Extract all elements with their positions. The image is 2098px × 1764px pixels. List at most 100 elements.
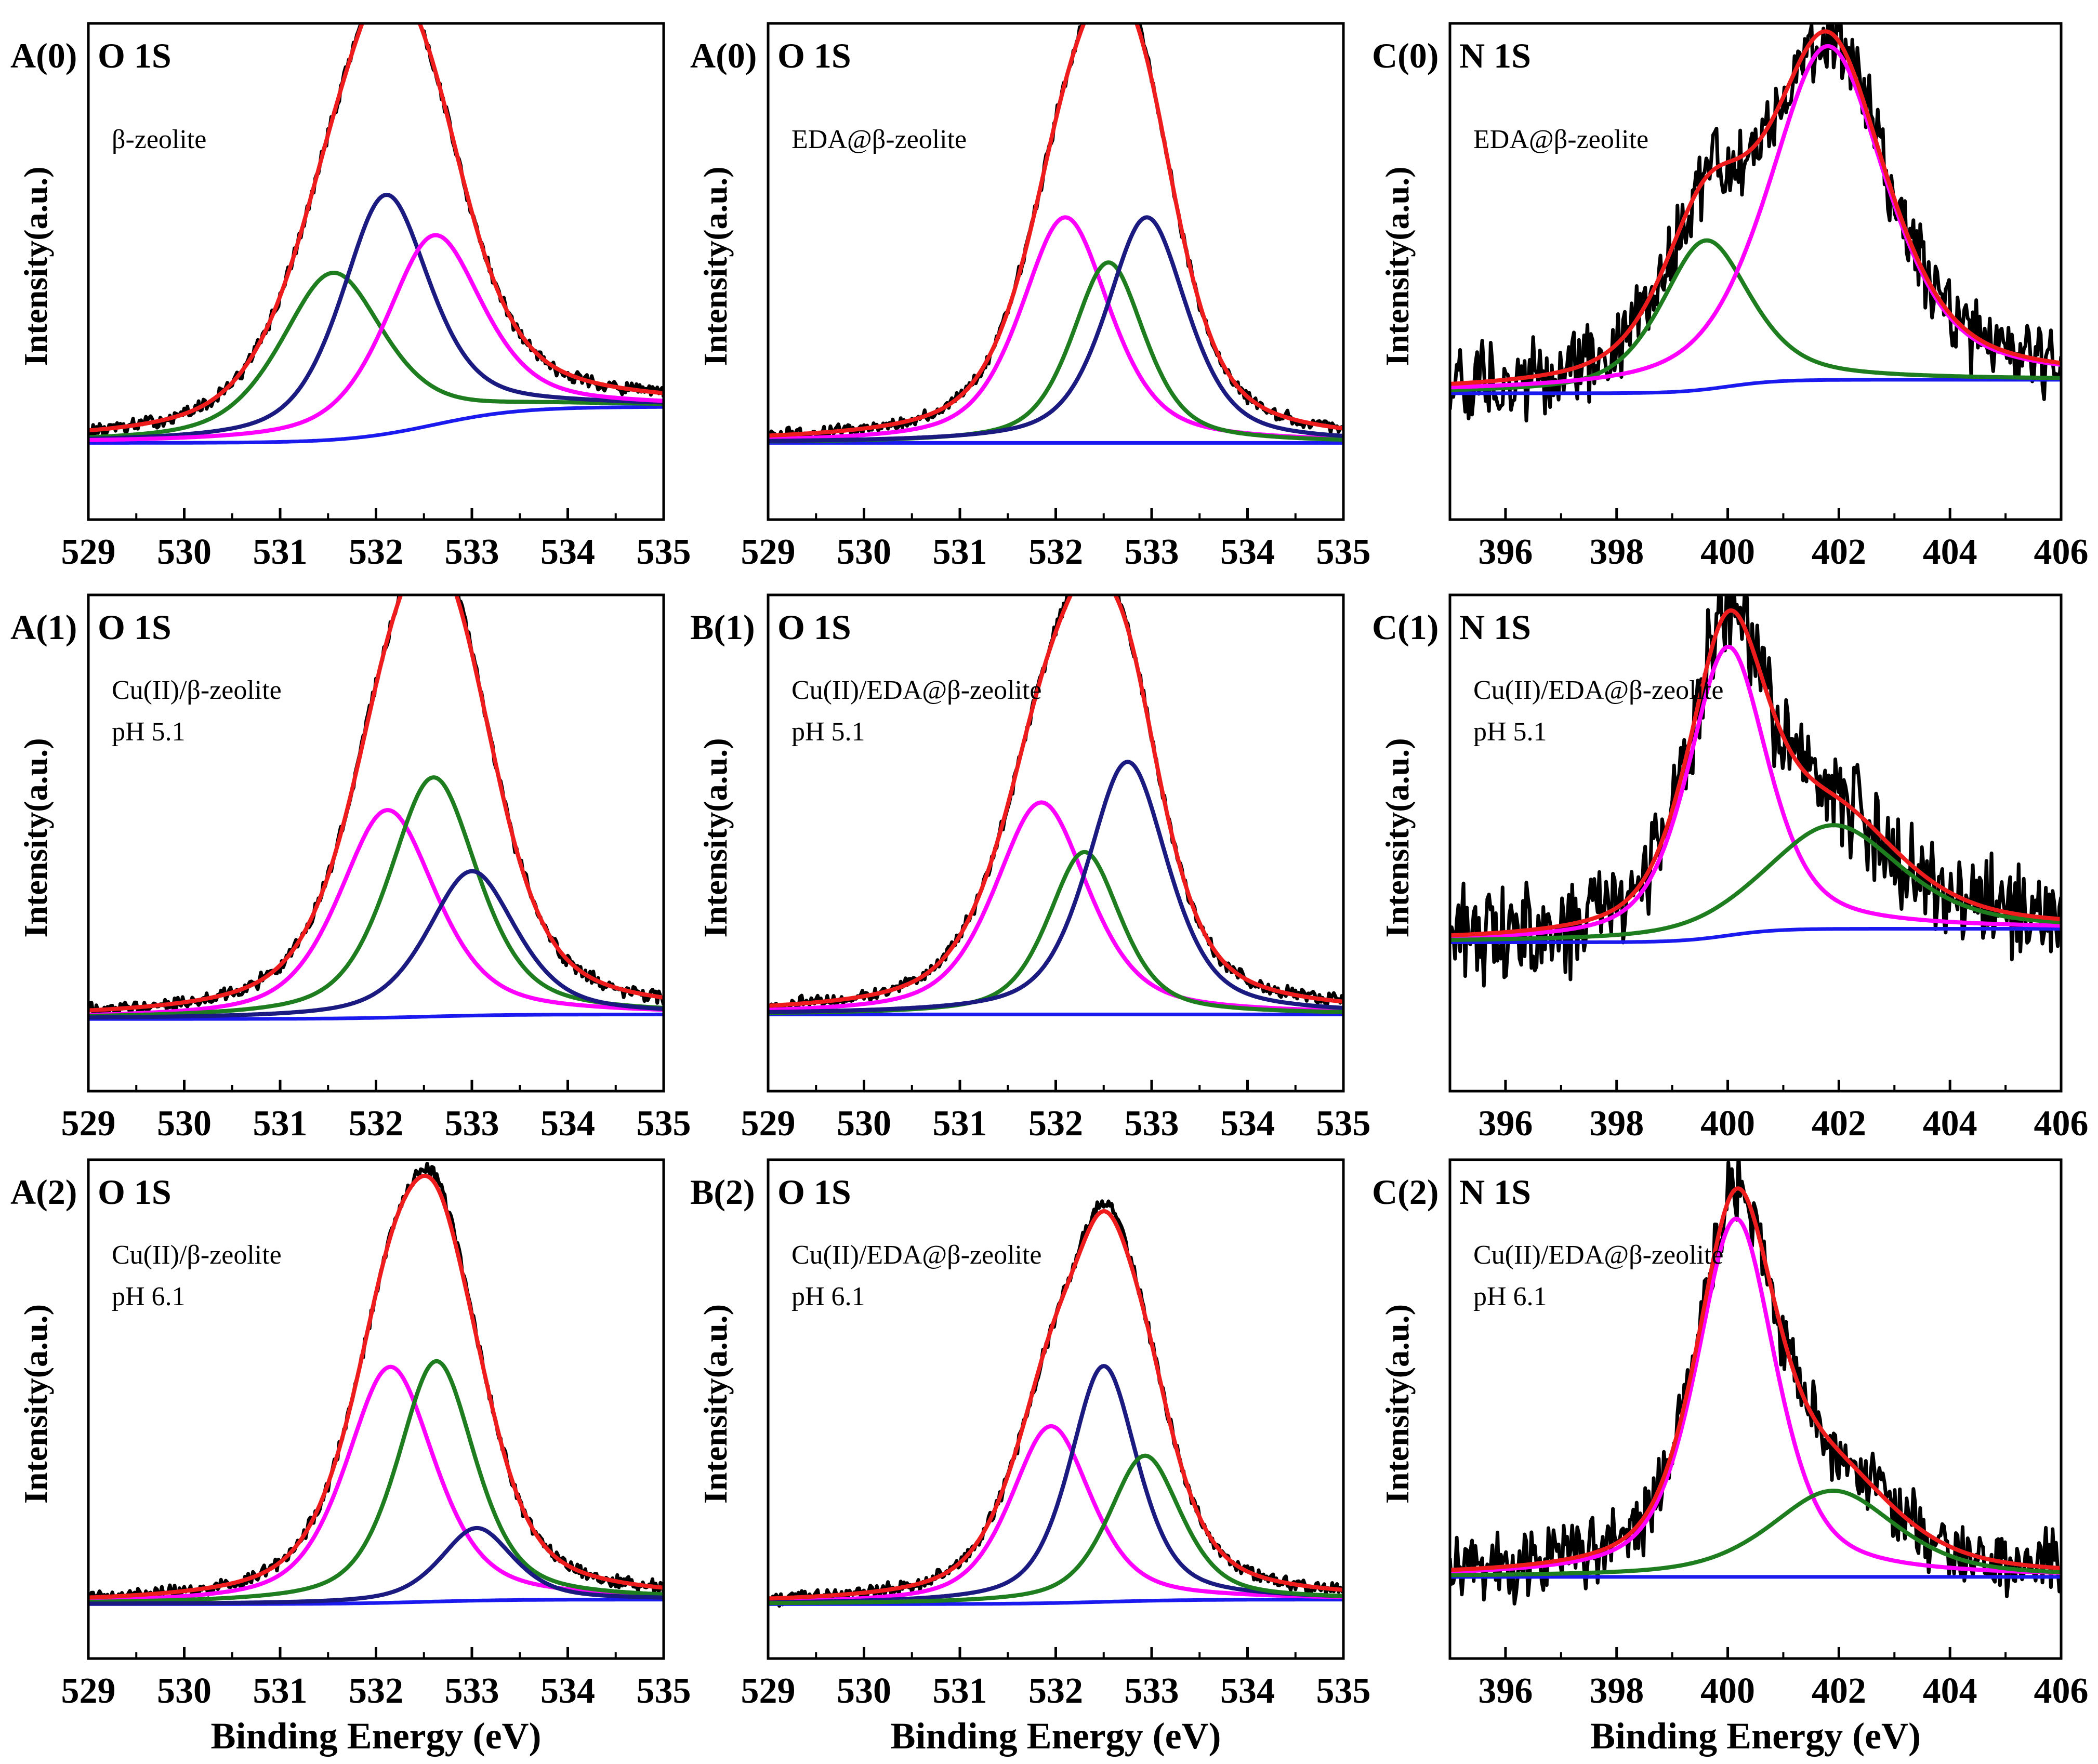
x-tick-label: 530 bbox=[837, 1671, 891, 1711]
component-peak-1 bbox=[1450, 644, 2061, 940]
component-peak-1 bbox=[1450, 238, 2061, 392]
panel-p22: 396 398 400 402 404 406 C(2) N 1S Cu(II)/EDA@β-z… bbox=[1372, 1158, 2089, 1757]
x-tick-label: 534 bbox=[1220, 1671, 1275, 1711]
x-tick-label: 530 bbox=[837, 532, 891, 572]
sample-label: EDA@β-zeolite bbox=[791, 125, 967, 154]
x-tick-label: 529 bbox=[61, 532, 116, 572]
x-tick-label: 406 bbox=[2034, 1671, 2089, 1711]
x-tick-label: 535 bbox=[637, 532, 691, 572]
x-tick-label: 534 bbox=[540, 1671, 595, 1711]
x-tick-label: 532 bbox=[1028, 532, 1083, 572]
x-tick-label: 404 bbox=[1923, 1671, 1977, 1711]
x-tick-label: 533 bbox=[445, 1671, 499, 1711]
curves bbox=[768, 23, 1343, 445]
y-axis-label: Intensity(a.u.) bbox=[17, 1304, 54, 1504]
curves bbox=[1450, 1160, 2061, 1606]
baseline-line bbox=[1450, 378, 2061, 395]
component-peak-1 bbox=[88, 808, 664, 1017]
panel-p00: 529 530 531 532 533 534 535 A(0) O 1S β-zeolite In… bbox=[10, 22, 691, 572]
sample-label: pH 6.1 bbox=[112, 1282, 186, 1311]
x-tick-label: 406 bbox=[2034, 1104, 2089, 1144]
x-tick-label: 531 bbox=[253, 1104, 308, 1144]
component-peak-2 bbox=[1450, 823, 2061, 942]
x-tick-label: 396 bbox=[1478, 1671, 1533, 1711]
x-tick-label: 531 bbox=[253, 1671, 308, 1711]
x-tick-label: 529 bbox=[61, 1104, 116, 1144]
raw-spectrum bbox=[1450, 23, 2061, 423]
curves bbox=[768, 1199, 1343, 1608]
x-tick-label: 400 bbox=[1700, 532, 1755, 572]
x-tick-label: 532 bbox=[1028, 1104, 1083, 1144]
baseline-line bbox=[1450, 927, 2061, 944]
x-tick-label: 529 bbox=[741, 532, 796, 572]
component-peak-3 bbox=[88, 869, 664, 1020]
component-peak-3 bbox=[88, 233, 664, 442]
x-tick-label: 404 bbox=[1923, 1104, 1977, 1144]
x-tick-label: 532 bbox=[349, 1104, 403, 1144]
panel-title: N 1S bbox=[1459, 36, 1531, 75]
fit-envelope bbox=[88, 595, 664, 1013]
panel-label: B(1) bbox=[690, 607, 755, 647]
panel-title: O 1S bbox=[98, 1172, 171, 1212]
curves bbox=[88, 595, 664, 1021]
x-tick-label: 530 bbox=[157, 1104, 212, 1144]
x-tick-label: 398 bbox=[1589, 532, 1644, 572]
baseline-line bbox=[88, 405, 664, 445]
panel-title: O 1S bbox=[777, 36, 851, 75]
sample-label: Cu(II)/β-zeolite bbox=[112, 675, 282, 705]
sample-label: pH 6.1 bbox=[1473, 1282, 1547, 1311]
x-tick-label: 534 bbox=[540, 1104, 595, 1144]
x-tick-label: 533 bbox=[1125, 1671, 1179, 1711]
x-tick-label: 400 bbox=[1700, 1671, 1755, 1711]
x-tick-label: 396 bbox=[1478, 1104, 1533, 1144]
x-tick-label: 532 bbox=[349, 532, 403, 572]
sample-label: pH 6.1 bbox=[791, 1282, 865, 1311]
sample-label: Cu(II)/β-zeolite bbox=[112, 1240, 282, 1270]
panel-label: A(2) bbox=[10, 1172, 77, 1212]
fit-envelope bbox=[768, 23, 1343, 438]
panel-label: A(0) bbox=[10, 36, 77, 75]
panel-p11: 529 530 531 532 533 534 535 B(1) O 1S Cu(II)/EDA@… bbox=[690, 593, 1371, 1144]
panel-title: O 1S bbox=[98, 36, 171, 75]
x-axis-label: Binding Energy (eV) bbox=[890, 1715, 1221, 1757]
x-tick-label: 400 bbox=[1700, 1104, 1755, 1144]
x-tick-label: 531 bbox=[933, 532, 987, 572]
sample-label: Cu(II)/EDA@β-zeolite bbox=[1473, 1240, 1724, 1270]
panel-title: O 1S bbox=[98, 607, 171, 647]
y-axis-label: Intensity(a.u.) bbox=[697, 1304, 734, 1504]
x-tick-label: 530 bbox=[837, 1104, 891, 1144]
curves bbox=[768, 595, 1343, 1016]
x-tick-label: 530 bbox=[157, 532, 212, 572]
plot-frame bbox=[767, 593, 1345, 1093]
x-axis-label: Binding Energy (eV) bbox=[1590, 1715, 1921, 1757]
x-tick-label: 529 bbox=[61, 1671, 116, 1711]
x-tick-label: 535 bbox=[1316, 532, 1371, 572]
x-tick-label: 402 bbox=[1812, 1671, 1866, 1711]
baseline-line bbox=[88, 1012, 664, 1021]
component-peak-2 bbox=[768, 1364, 1343, 1604]
x-tick-label: 535 bbox=[1316, 1104, 1371, 1144]
component-peak-3 bbox=[768, 760, 1343, 1014]
panel-label: A(0) bbox=[690, 36, 757, 75]
component-peak-3 bbox=[768, 215, 1343, 443]
x-tick-label: 531 bbox=[253, 532, 308, 572]
fit-envelope bbox=[88, 1174, 664, 1600]
fit-envelope bbox=[1450, 608, 2061, 938]
fit-envelope bbox=[768, 595, 1343, 1008]
panel-p01: 529 530 531 532 533 534 535 A(0) O 1S EDA@β-zeoli… bbox=[690, 22, 1371, 572]
component-peak-1 bbox=[88, 271, 664, 440]
raw-spectrum bbox=[88, 23, 664, 438]
plot-frame bbox=[87, 1158, 665, 1660]
x-tick-label: 529 bbox=[741, 1104, 796, 1144]
x-tick-label: 532 bbox=[1028, 1671, 1083, 1711]
component-peak-2 bbox=[1450, 44, 2061, 390]
x-tick-label: 398 bbox=[1589, 1104, 1644, 1144]
sample-label: pH 5.1 bbox=[791, 717, 865, 747]
x-tick-label: 402 bbox=[1812, 532, 1866, 572]
x-tick-label: 533 bbox=[1125, 532, 1179, 572]
panel-label: B(2) bbox=[690, 1172, 755, 1212]
panel-label: C(1) bbox=[1372, 607, 1439, 647]
x-tick-label: 398 bbox=[1589, 1671, 1644, 1711]
y-axis-label: Intensity(a.u.) bbox=[1379, 738, 1416, 937]
x-axis-label: Binding Energy (eV) bbox=[210, 1715, 541, 1757]
